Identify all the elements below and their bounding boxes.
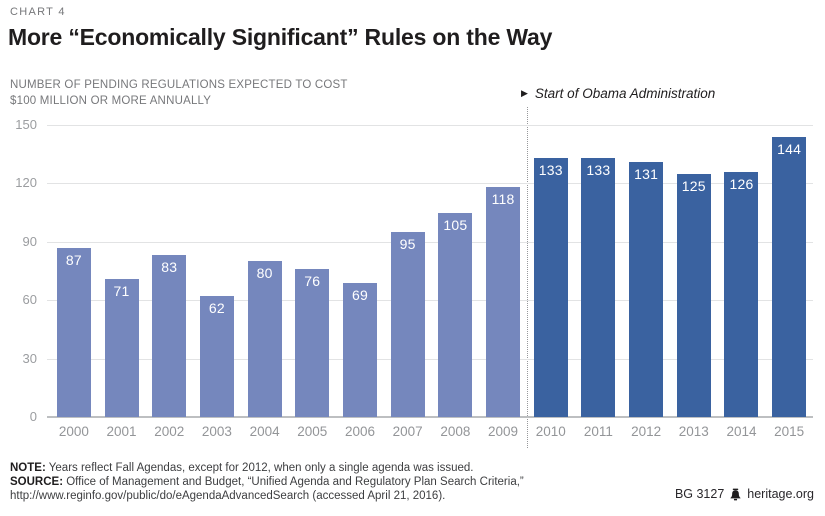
bar-value-2013: 125 bbox=[681, 177, 706, 194]
bar-2006: 69 bbox=[342, 282, 377, 417]
y-axis-tick-30: 30 bbox=[22, 350, 37, 366]
x-axis-label-2000: 2000 bbox=[58, 424, 89, 439]
bar-2004: 80 bbox=[247, 261, 282, 417]
bar-2005: 76 bbox=[295, 269, 330, 417]
footer-notes: NOTE: Years reflect Fall Agendas, except… bbox=[10, 461, 524, 504]
bar-2013: 125 bbox=[676, 173, 711, 417]
source-label: SOURCE: bbox=[10, 476, 64, 489]
y-axis-tick-0: 0 bbox=[29, 409, 37, 424]
credit-id: BG 3127 bbox=[674, 487, 725, 501]
source-url-line: http://www.reginfo.gov/public/do/eAgenda… bbox=[10, 490, 446, 503]
bar-value-2002: 83 bbox=[161, 259, 178, 276]
bar-value-2001: 71 bbox=[113, 282, 130, 299]
gridline-60 bbox=[47, 300, 813, 302]
x-axis-label-2004: 2004 bbox=[249, 424, 280, 439]
x-axis-label-2014: 2014 bbox=[726, 424, 757, 439]
credit-site: heritage.org bbox=[747, 487, 814, 501]
x-axis-label-2006: 2006 bbox=[344, 424, 375, 439]
bar-2001: 71 bbox=[104, 278, 139, 417]
bar-value-2008: 105 bbox=[443, 216, 468, 233]
chart-subtitle-line1: NUMBER OF PENDING REGULATIONS EXPECTED T… bbox=[10, 79, 348, 91]
bar-value-2000: 87 bbox=[65, 251, 82, 268]
bar-value-2006: 69 bbox=[351, 286, 368, 303]
x-axis-label-2007: 2007 bbox=[392, 424, 423, 439]
bar-value-2014: 126 bbox=[729, 175, 754, 192]
bar-2015: 144 bbox=[772, 136, 807, 417]
gridline-120 bbox=[47, 183, 813, 185]
heritage-bell-icon bbox=[729, 488, 742, 501]
x-axis-label-2005: 2005 bbox=[297, 424, 328, 439]
gridline-30 bbox=[47, 358, 813, 360]
obama-annotation-label: Start of Obama Administration bbox=[534, 86, 716, 101]
y-axis-tick-60: 60 bbox=[22, 292, 37, 308]
x-axis-label-2008: 2008 bbox=[440, 424, 471, 439]
bar-2012: 131 bbox=[629, 162, 664, 417]
bar-2002: 83 bbox=[152, 255, 187, 417]
x-axis-label-2002: 2002 bbox=[154, 424, 185, 439]
x-axis-label-2012: 2012 bbox=[631, 424, 662, 439]
x-axis-label-2003: 2003 bbox=[201, 424, 232, 439]
bar-value-2010: 133 bbox=[538, 162, 563, 179]
gridline-90 bbox=[47, 241, 813, 243]
bar-value-2009: 118 bbox=[491, 191, 515, 208]
chart-kicker: CHART 4 bbox=[10, 6, 66, 18]
note-label: NOTE: bbox=[10, 462, 46, 474]
source-text: Office of Management and Budget, “Unifie… bbox=[66, 476, 524, 489]
gridline-150 bbox=[47, 125, 813, 126]
bar-2008: 105 bbox=[438, 212, 473, 417]
bar-2010: 133 bbox=[533, 158, 568, 417]
bar-value-2004: 80 bbox=[256, 265, 273, 282]
bar-value-2007: 95 bbox=[399, 236, 416, 253]
triangle-marker-icon: ▶ bbox=[521, 88, 528, 98]
x-axis-baseline bbox=[47, 416, 813, 418]
x-axis-label-2010: 2010 bbox=[535, 424, 566, 439]
x-axis-label-2013: 2013 bbox=[678, 424, 709, 439]
bar-2011: 133 bbox=[581, 158, 616, 417]
bar-2003: 62 bbox=[199, 296, 234, 417]
obama-start-divider bbox=[527, 107, 528, 448]
source-line: SOURCE: Office of Management and Budget,… bbox=[10, 475, 524, 489]
y-axis-tick-90: 90 bbox=[22, 233, 37, 249]
x-axis-label-2001: 2001 bbox=[106, 424, 137, 439]
bar-2009: 118 bbox=[486, 187, 521, 417]
bar-value-2011: 133 bbox=[586, 162, 611, 179]
obama-annotation: ▶ Start of Obama Administration bbox=[521, 86, 715, 101]
bar-2014: 126 bbox=[724, 171, 759, 417]
chart-subtitle: NUMBER OF PENDING REGULATIONS EXPECTED T… bbox=[10, 77, 348, 109]
y-axis-tick-150: 150 bbox=[15, 117, 37, 132]
bar-2007: 95 bbox=[390, 232, 425, 417]
plot-area: 87 71 83 62 80 76 69 95 105 118 133 133 131 125 126 144 bbox=[47, 125, 813, 418]
bar-value-2003: 62 bbox=[208, 300, 225, 317]
bar-2000: 87 bbox=[56, 247, 91, 417]
bar-value-2015: 144 bbox=[777, 140, 802, 157]
bar-value-2012: 131 bbox=[634, 166, 659, 182]
chart-title: More “Economically Significant” Rules on… bbox=[8, 24, 553, 50]
x-axis-label-2015: 2015 bbox=[774, 424, 805, 439]
note-line: NOTE: Years reflect Fall Agendas, except… bbox=[10, 461, 524, 475]
chart-subtitle-line2: $100 MILLION OR MORE ANNUALLY bbox=[10, 95, 212, 107]
note-text: Years reflect Fall Agendas, except for 2… bbox=[48, 462, 474, 474]
bar-value-2005: 76 bbox=[304, 273, 321, 290]
x-axis-label-2011: 2011 bbox=[583, 424, 613, 439]
x-axis-label-2009: 2009 bbox=[488, 424, 519, 439]
credit-line: BG 3127 heritage.org bbox=[675, 487, 814, 501]
y-axis-tick-120: 120 bbox=[15, 175, 37, 191]
